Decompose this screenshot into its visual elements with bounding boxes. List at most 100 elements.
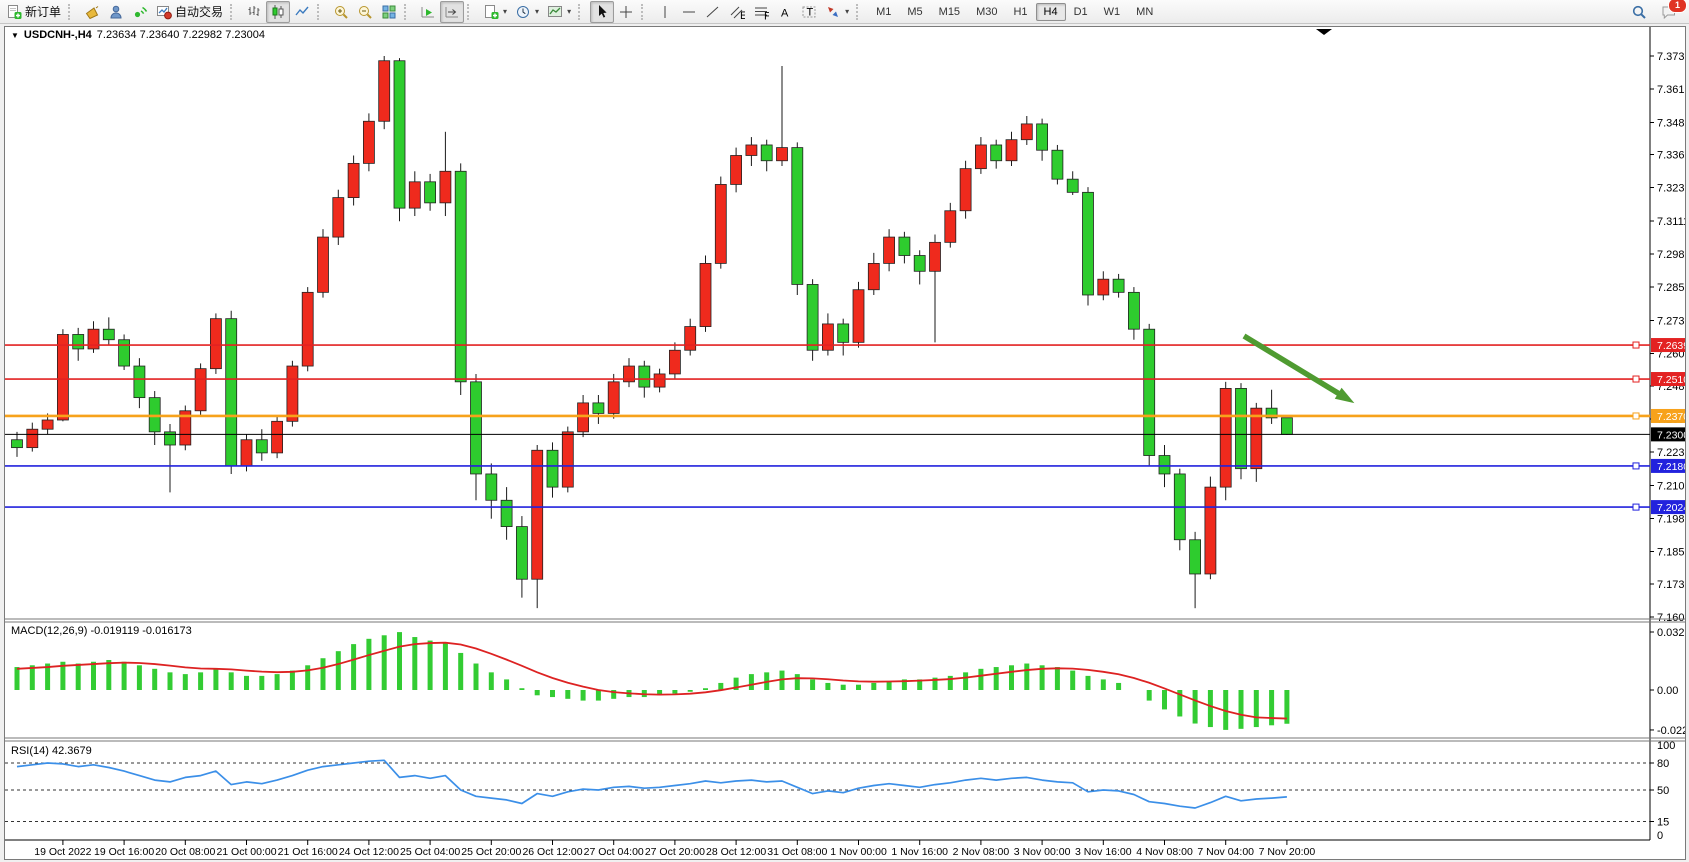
svg-text:100: 100 bbox=[1657, 740, 1675, 752]
vertical-line-icon bbox=[657, 4, 673, 20]
svg-text:7.26398: 7.26398 bbox=[1657, 340, 1685, 352]
search-button[interactable] bbox=[1627, 1, 1651, 23]
zoom-in-button[interactable] bbox=[329, 1, 353, 23]
horizontal-line-tool-button[interactable] bbox=[677, 1, 701, 23]
crosshair-icon bbox=[618, 4, 634, 20]
svg-text:0: 0 bbox=[1657, 830, 1663, 842]
profile-button[interactable] bbox=[104, 1, 128, 23]
svg-text:20 Oct 08:00: 20 Oct 08:00 bbox=[155, 846, 215, 858]
notifications-button[interactable]: 1 bbox=[1657, 0, 1687, 23]
fibonacci-tool-button[interactable]: F bbox=[749, 1, 773, 23]
svg-text:7.25107: 7.25107 bbox=[1657, 374, 1685, 386]
zoom-out-button[interactable] bbox=[353, 1, 377, 23]
signal-icon bbox=[134, 4, 148, 17]
horn-icon bbox=[84, 4, 100, 20]
cursor-icon bbox=[599, 4, 607, 18]
profile-icon bbox=[108, 4, 124, 20]
signal-button[interactable] bbox=[128, 1, 152, 23]
new-order-label: 新订单 bbox=[25, 5, 62, 19]
svg-text:25 Oct 04:00: 25 Oct 04:00 bbox=[400, 846, 460, 858]
timeframe-D1[interactable]: D1 bbox=[1073, 5, 1088, 18]
autotrading-button[interactable]: 自动交易 bbox=[152, 1, 227, 23]
svg-text:50: 50 bbox=[1657, 785, 1669, 797]
svg-text:7.37380: 7.37380 bbox=[1657, 51, 1685, 63]
clock-icon bbox=[515, 4, 531, 20]
cursor-tool-button[interactable] bbox=[590, 0, 615, 23]
svg-text:7.21805: 7.21805 bbox=[1657, 461, 1685, 473]
svg-text:7.23703: 7.23703 bbox=[1657, 411, 1685, 423]
trendline-tool-button[interactable] bbox=[701, 1, 725, 23]
svg-text:7.36120: 7.36120 bbox=[1657, 84, 1685, 96]
bar-chart-icon bbox=[246, 4, 262, 20]
svg-text:7.18550: 7.18550 bbox=[1657, 547, 1685, 559]
auto-scroll-button[interactable] bbox=[416, 1, 440, 23]
channel-tool-button[interactable]: E bbox=[725, 1, 749, 23]
timeframe-M15[interactable]: M15 bbox=[938, 5, 961, 18]
svg-text:7 Nov 20:00: 7 Nov 20:00 bbox=[1259, 846, 1316, 858]
svg-text:19 Oct 2022: 19 Oct 2022 bbox=[34, 846, 91, 858]
arrows-tool-button[interactable]: ▾ bbox=[821, 1, 853, 23]
periods-button[interactable]: ▾ bbox=[511, 1, 543, 23]
trendline-icon bbox=[705, 4, 721, 20]
text-label-tool-button[interactable]: T bbox=[797, 1, 821, 23]
tile-windows-button[interactable] bbox=[377, 1, 401, 23]
svg-text:RSI(14) 42.3679: RSI(14) 42.3679 bbox=[11, 745, 92, 757]
autotrading-icon bbox=[156, 4, 172, 20]
svg-text:15: 15 bbox=[1657, 817, 1669, 829]
collapse-triangle-icon[interactable]: ▼ bbox=[11, 30, 19, 40]
timeframe-M5[interactable]: M5 bbox=[907, 5, 923, 18]
new-chart-button[interactable]: ▾ bbox=[479, 1, 511, 23]
chart-shift-button[interactable] bbox=[440, 0, 465, 23]
bar-chart-button[interactable] bbox=[242, 1, 266, 23]
svg-text:-0.022641: -0.022641 bbox=[1657, 725, 1685, 737]
toolbar-grip bbox=[856, 3, 865, 20]
template-button[interactable]: ▾ bbox=[543, 1, 575, 23]
svg-text:80: 80 bbox=[1657, 758, 1669, 770]
timeframe-H4[interactable]: H4 bbox=[1035, 2, 1066, 21]
toolbar-right: 1 bbox=[1627, 0, 1687, 23]
chart-ohlc-values: 7.23634 7.23640 7.22982 7.23004 bbox=[96, 29, 265, 41]
candlestick-chart-icon bbox=[270, 4, 286, 20]
text-icon: A bbox=[781, 7, 789, 19]
svg-text:7.29855: 7.29855 bbox=[1657, 249, 1685, 261]
new-order-button[interactable]: 新订单 bbox=[2, 1, 65, 23]
line-chart-button[interactable] bbox=[290, 1, 314, 23]
svg-text:7.28595: 7.28595 bbox=[1657, 282, 1685, 294]
crosshair-tool-button[interactable] bbox=[614, 1, 638, 23]
notification-badge: 1 bbox=[1668, 0, 1687, 13]
dropdown-caret-icon: ▾ bbox=[535, 7, 540, 16]
timeframe-MN[interactable]: MN bbox=[1136, 5, 1154, 18]
timeframe-H1[interactable]: H1 bbox=[1013, 5, 1028, 18]
dropdown-caret-icon: ▾ bbox=[503, 7, 508, 16]
svg-text:7.34860: 7.34860 bbox=[1657, 117, 1685, 129]
svg-text:7.22330: 7.22330 bbox=[1657, 447, 1685, 459]
toolbar-grip bbox=[578, 3, 587, 20]
timeframe-M30[interactable]: M30 bbox=[976, 5, 998, 18]
svg-text:28 Oct 12:00: 28 Oct 12:00 bbox=[706, 846, 766, 858]
svg-text:7.21070: 7.21070 bbox=[1657, 480, 1685, 492]
svg-text:27 Oct 04:00: 27 Oct 04:00 bbox=[584, 846, 644, 858]
toolbar-grip bbox=[404, 3, 413, 20]
arrows-icon bbox=[828, 6, 839, 17]
template-icon bbox=[547, 4, 563, 20]
new-order-icon bbox=[6, 4, 22, 19]
svg-text:MACD(12,26,9) -0.019119 -0.016: MACD(12,26,9) -0.019119 -0.016173 bbox=[11, 625, 192, 637]
chart-canvas[interactable]: 7.37380 7.36120 7.34860 7.33635 7.32375 7.311… bbox=[5, 27, 1685, 859]
horn-button[interactable] bbox=[80, 1, 104, 23]
text-tool-button[interactable]: A bbox=[773, 1, 797, 23]
zoom-in-icon bbox=[333, 4, 349, 20]
svg-text:1 Nov 00:00: 1 Nov 00:00 bbox=[830, 846, 887, 858]
svg-text:0.032861: 0.032861 bbox=[1657, 627, 1685, 639]
candlestick-chart-button[interactable] bbox=[266, 0, 291, 23]
tile-windows-icon bbox=[381, 4, 397, 20]
svg-text:31 Oct 08:00: 31 Oct 08:00 bbox=[767, 846, 827, 858]
svg-text:7.27335: 7.27335 bbox=[1657, 315, 1685, 327]
autotrading-label: 自动交易 bbox=[175, 5, 224, 19]
line-chart-icon bbox=[294, 4, 310, 20]
svg-text:4 Nov 08:00: 4 Nov 08:00 bbox=[1136, 846, 1193, 858]
timeframe-W1[interactable]: W1 bbox=[1103, 5, 1121, 18]
toolbar-grip bbox=[467, 3, 476, 20]
timeframe-M1[interactable]: M1 bbox=[876, 5, 892, 18]
vertical-line-tool-button[interactable] bbox=[653, 1, 677, 23]
